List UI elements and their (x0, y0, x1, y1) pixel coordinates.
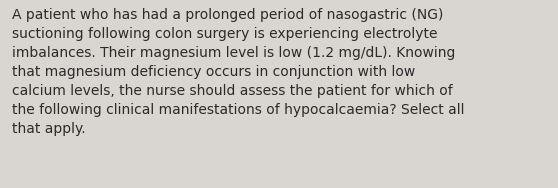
Text: A patient who has had a prolonged period of nasogastric (NG)
suctioning followin: A patient who has had a prolonged period… (12, 8, 465, 136)
